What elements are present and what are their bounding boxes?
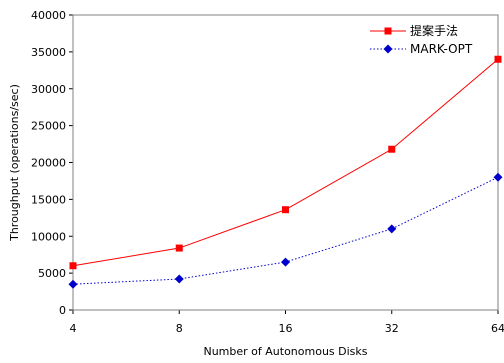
data-point xyxy=(388,145,396,153)
legend-label: MARK-OPT xyxy=(410,42,473,56)
data-point xyxy=(494,55,502,63)
data-point xyxy=(281,257,290,267)
y-axis-ticks: 0 5000 10000 15000 20000 25000 30000 35000 40000 xyxy=(31,9,73,317)
data-point xyxy=(175,244,183,252)
x-axis-ticks: 4 8 16 32 64 xyxy=(70,310,504,335)
x-tick-label: 4 xyxy=(70,322,77,335)
series-layer xyxy=(68,55,503,289)
legend: 提案手法 MARK-OPT xyxy=(370,23,473,56)
legend-label: 提案手法 xyxy=(410,23,458,38)
plot-area xyxy=(72,14,499,311)
y-tick-label: 35000 xyxy=(31,46,66,59)
y-tick-label: 25000 xyxy=(31,120,66,133)
legend-marker xyxy=(383,44,393,54)
series-line xyxy=(72,58,499,267)
y-tick-label: 0 xyxy=(59,304,66,317)
y-tick-label: 15000 xyxy=(31,193,66,206)
y-tick-label: 5000 xyxy=(38,267,66,280)
x-axis-label: Number of Autonomous Disks xyxy=(203,345,367,358)
y-tick-label: 40000 xyxy=(31,9,66,22)
x-tick-label: 8 xyxy=(176,322,183,335)
y-tick-label: 20000 xyxy=(31,157,66,170)
legend-marker xyxy=(384,27,392,35)
y-axis-label: Throughput (operations/sec) xyxy=(8,84,21,242)
x-tick-label: 64 xyxy=(491,322,504,335)
data-point xyxy=(493,172,503,182)
x-tick-label: 32 xyxy=(385,322,399,335)
data-point xyxy=(68,279,78,289)
y-tick-label: 10000 xyxy=(31,230,66,243)
series-2 xyxy=(68,172,503,289)
data-point xyxy=(174,274,184,284)
y-tick-label: 30000 xyxy=(31,83,66,96)
x-tick-label: 16 xyxy=(279,322,293,335)
data-point xyxy=(282,206,289,214)
data-point xyxy=(69,262,77,270)
data-point xyxy=(387,224,397,234)
series-line xyxy=(72,176,499,285)
series-1 xyxy=(69,55,502,270)
